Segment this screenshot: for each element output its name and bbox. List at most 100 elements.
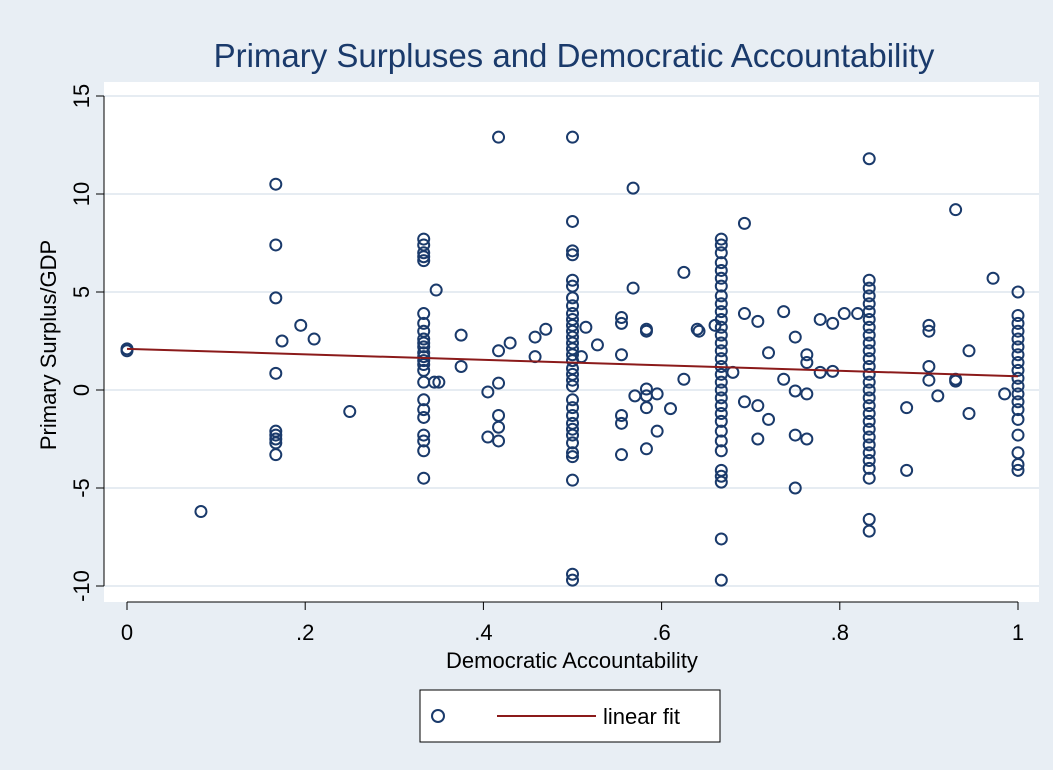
data-point [751,314,765,328]
data-point [800,387,814,401]
data-point [417,316,431,330]
data-point [813,365,827,379]
data-point [714,375,728,389]
data-point [751,432,765,446]
data-point [417,336,431,350]
data-point [615,408,629,422]
data-point [862,305,876,319]
data-point [1011,324,1025,338]
data-point [862,391,876,405]
data-point [615,348,629,362]
data-point [862,446,876,460]
data-point [566,379,579,393]
data-point [626,281,640,295]
data-point [492,420,506,434]
data-point [751,399,765,413]
data-point [862,422,876,436]
data-point [566,214,579,228]
data-point [1011,412,1025,426]
data-point [714,320,728,334]
data-point [566,436,579,450]
data-point [566,473,579,487]
data-points [120,130,1025,587]
data-point [714,391,728,405]
data-point [737,307,751,321]
data-point [1011,348,1025,362]
data-point [639,401,653,415]
data-point [269,177,283,191]
data-point [862,312,876,326]
data-point [664,402,678,416]
data-point [417,444,431,458]
data-point [566,567,579,581]
data-point [1011,457,1025,471]
data-point [639,382,653,396]
data-point [862,344,876,358]
data-point [417,254,431,268]
data-point [275,334,289,348]
data-point [269,432,283,446]
data-point [677,372,691,386]
data-point [566,248,579,262]
data-point [788,384,802,398]
data-point [998,387,1012,401]
data-point [1011,316,1025,330]
data-point [714,383,728,397]
y-tick-label: 5 [69,286,94,298]
data-point [714,352,728,366]
data-point [417,403,431,417]
data-point [862,471,876,485]
x-tick-label: .6 [652,620,670,645]
data-point [714,573,728,587]
data-point [677,265,691,279]
data-point [417,354,431,368]
data-point [714,289,728,303]
data-point [269,448,283,462]
data-point [922,359,936,373]
data-point [862,399,876,413]
data-point [417,350,431,364]
data-point [417,471,431,485]
data-point [862,430,876,444]
legend-label-linear-fit: linear fit [603,704,680,729]
data-point [1011,379,1025,393]
data-point [862,438,876,452]
data-point [714,399,728,413]
data-point [949,374,963,388]
data-point [931,389,945,403]
data-point [714,297,728,311]
data-point [1011,463,1025,477]
data-point [615,416,629,430]
data-point [566,422,579,436]
data-point [986,271,1000,285]
data-point [788,428,802,442]
x-tick-label: 0 [121,620,133,645]
data-point [417,332,431,346]
data-point [566,291,579,305]
data-point [862,297,876,311]
data-point [777,372,791,386]
data-point [714,336,728,350]
data-point [862,152,876,166]
data-point [120,344,134,358]
data-point [862,454,876,468]
data-point [862,273,876,287]
data-point [900,463,914,477]
data-point [1011,356,1025,370]
data-point [639,324,653,338]
data-point [429,283,443,297]
data-point [269,238,283,252]
data-point [427,375,441,389]
data-point [922,324,936,338]
x-tick-label: .2 [296,620,314,645]
data-point [432,375,446,389]
data-point [626,181,640,195]
data-point [862,281,876,295]
data-point [590,338,604,352]
x-axis-title: Democratic Accountability [446,648,698,673]
data-point [1011,395,1025,409]
data-point [737,395,751,409]
data-point [862,367,876,381]
data-point [481,385,495,399]
legend: linear fit [419,689,721,743]
